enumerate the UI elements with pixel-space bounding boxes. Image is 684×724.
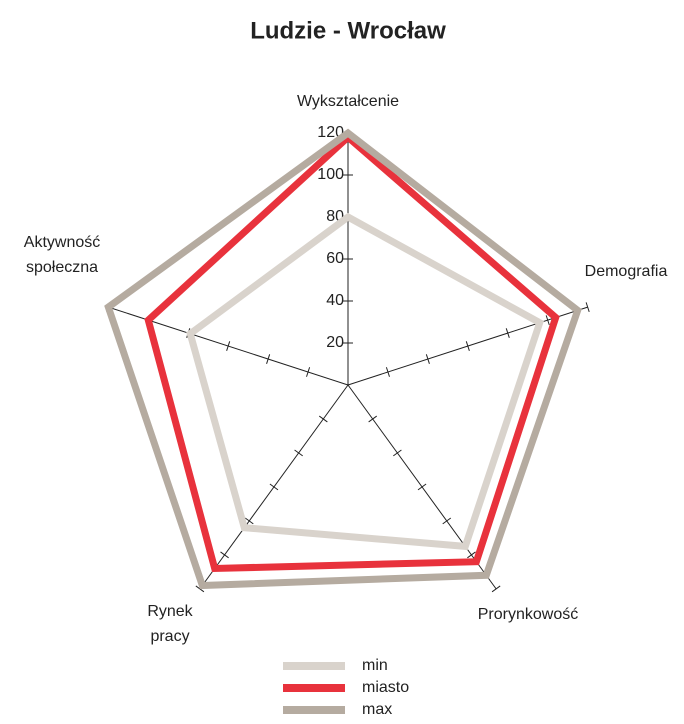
tick-mark	[244, 517, 254, 525]
tick-mark	[393, 449, 402, 457]
tick-mark	[505, 328, 510, 338]
tick-mark	[368, 415, 378, 423]
tick-mark	[467, 551, 476, 559]
tick-mark	[465, 341, 470, 351]
tick-label: 100	[317, 166, 344, 183]
tick-mark	[585, 302, 590, 313]
tick-label: 60	[326, 250, 344, 267]
tick-mark	[294, 449, 303, 457]
tick-mark	[491, 585, 501, 593]
category-label: Prorynkowość	[478, 606, 578, 623]
series-line	[104, 128, 582, 590]
tick-mark	[226, 341, 231, 351]
chart-title: Ludzie - Wrocław	[250, 17, 446, 44]
tick-label: 20	[326, 334, 344, 351]
tick-mark	[417, 483, 427, 491]
tick-mark	[269, 483, 279, 491]
legend-label: miasto	[362, 679, 409, 696]
tick-mark	[318, 415, 328, 423]
tick-mark	[442, 517, 452, 525]
category-label: Wykształcenie	[297, 93, 399, 110]
tick-mark	[545, 315, 550, 326]
tick-mark	[266, 354, 271, 364]
tick-mark	[425, 354, 430, 364]
series-line	[186, 212, 544, 551]
category-label: Aktywność społeczna	[24, 234, 100, 276]
legend-label: min	[362, 657, 388, 674]
legend-label: max	[362, 701, 392, 718]
category-label: Rynek pracy	[147, 603, 193, 645]
tick-mark	[220, 551, 229, 559]
tick-label: 40	[326, 292, 344, 309]
category-label: Demografia	[585, 263, 668, 280]
tick-mark	[385, 367, 390, 377]
tick-mark	[306, 367, 311, 377]
series-line	[144, 132, 560, 573]
